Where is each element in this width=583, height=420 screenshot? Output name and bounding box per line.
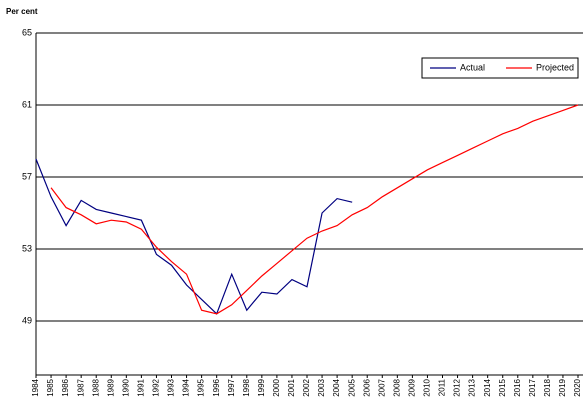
x-tick-label: 1985: [46, 378, 55, 396]
line-series: [50, 104, 579, 315]
x-tick-label: 2012: [453, 378, 462, 396]
x-tick-label: 2014: [483, 378, 492, 396]
x-tick-label: 2007: [377, 378, 386, 396]
x-tick-label: 1993: [167, 378, 176, 396]
x-tick-label: 1990: [121, 378, 130, 396]
x-tick-label: 1999: [257, 378, 266, 396]
y-tick-label: 61: [22, 99, 32, 109]
x-tick-label: 2019: [558, 378, 567, 396]
x-tick-label: 2004: [332, 378, 341, 396]
x-tick-label: 2013: [468, 378, 477, 396]
x-tick-label: 2009: [407, 378, 416, 396]
x-tick-label: 1996: [212, 378, 221, 396]
y-tick-label: 65: [22, 27, 32, 37]
x-tick-label: 2010: [423, 378, 432, 396]
x-tick-label: 1994: [182, 378, 191, 396]
x-tick-label: 2020: [573, 378, 582, 396]
x-tick-label: 2003: [317, 378, 326, 396]
x-tick-label: 2011: [438, 378, 447, 396]
x-tick-label: 1986: [61, 378, 70, 396]
y-tick-label: 57: [22, 171, 32, 181]
x-tick-label: 2001: [287, 378, 296, 396]
x-tick-label: 2015: [498, 378, 507, 396]
x-tick-label: 1992: [152, 378, 161, 396]
x-tick-label: 2008: [392, 378, 401, 396]
x-tick-label: 2002: [302, 378, 311, 396]
legend-label: Actual: [460, 62, 485, 72]
y-tick-label: 49: [22, 315, 32, 325]
y-tick-label: 53: [22, 243, 32, 253]
x-tick-label: 1997: [227, 378, 236, 396]
x-tick-label: 2005: [347, 378, 356, 396]
x-tick-label: 1987: [76, 378, 85, 396]
x-tick-label: 2006: [362, 378, 371, 396]
line-series: [35, 158, 353, 315]
x-tick-label: 1989: [106, 378, 115, 396]
x-tick-label: 2017: [528, 378, 537, 396]
x-tick-label: 1984: [31, 378, 40, 396]
x-tick-label: 2018: [543, 378, 552, 396]
x-tick-label: 2016: [513, 378, 522, 396]
x-tick-label: 2000: [272, 378, 281, 396]
y-axis-title: Per cent: [6, 7, 38, 16]
x-tick-label: 1988: [91, 378, 100, 396]
legend-label: Projected: [536, 62, 574, 72]
x-tick-label: 1998: [242, 378, 251, 396]
x-tick-label: 1995: [197, 378, 206, 396]
x-tick-label: 1991: [136, 378, 145, 396]
legend-box: [421, 57, 579, 79]
